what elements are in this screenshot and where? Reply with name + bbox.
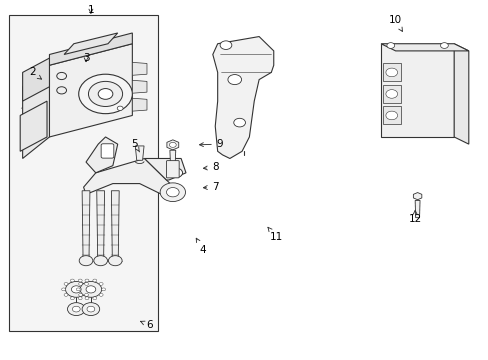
- Circle shape: [169, 168, 182, 177]
- Circle shape: [385, 90, 397, 98]
- Circle shape: [166, 188, 179, 197]
- Polygon shape: [453, 44, 468, 144]
- FancyBboxPatch shape: [101, 144, 114, 158]
- Circle shape: [84, 293, 88, 296]
- Polygon shape: [97, 191, 104, 262]
- Polygon shape: [144, 158, 185, 180]
- Circle shape: [85, 297, 89, 300]
- Polygon shape: [83, 158, 181, 198]
- Circle shape: [64, 293, 68, 296]
- Polygon shape: [166, 140, 179, 150]
- Circle shape: [82, 303, 100, 316]
- Polygon shape: [64, 33, 118, 54]
- Circle shape: [94, 256, 107, 266]
- Polygon shape: [383, 107, 400, 125]
- Circle shape: [65, 282, 87, 297]
- Circle shape: [385, 111, 397, 120]
- Circle shape: [78, 297, 82, 300]
- Polygon shape: [135, 146, 144, 160]
- Text: 12: 12: [407, 210, 421, 224]
- Circle shape: [70, 297, 74, 300]
- Text: 6: 6: [140, 320, 152, 330]
- Polygon shape: [22, 58, 49, 101]
- Circle shape: [84, 283, 88, 285]
- Text: 1: 1: [87, 5, 94, 15]
- Text: 11: 11: [267, 227, 282, 242]
- Polygon shape: [212, 37, 273, 158]
- Circle shape: [93, 297, 97, 300]
- Circle shape: [70, 279, 74, 282]
- Polygon shape: [132, 98, 147, 111]
- Polygon shape: [412, 193, 421, 200]
- Polygon shape: [86, 137, 118, 173]
- Circle shape: [57, 87, 66, 94]
- Circle shape: [64, 283, 68, 285]
- Circle shape: [385, 68, 397, 77]
- Text: 3: 3: [82, 53, 89, 63]
- Polygon shape: [49, 44, 132, 137]
- Circle shape: [233, 118, 245, 127]
- Polygon shape: [20, 101, 47, 151]
- Circle shape: [79, 256, 93, 266]
- Circle shape: [386, 42, 394, 48]
- Circle shape: [78, 279, 82, 282]
- Circle shape: [76, 288, 80, 291]
- Text: 10: 10: [388, 15, 402, 31]
- Polygon shape: [49, 33, 132, 65]
- Circle shape: [99, 293, 103, 296]
- Polygon shape: [380, 44, 453, 137]
- Polygon shape: [380, 44, 468, 51]
- Circle shape: [79, 74, 132, 114]
- Text: 5: 5: [131, 139, 139, 152]
- FancyBboxPatch shape: [166, 161, 179, 178]
- Circle shape: [57, 72, 66, 80]
- Circle shape: [227, 75, 241, 85]
- Circle shape: [108, 256, 122, 266]
- Circle shape: [98, 89, 113, 99]
- Circle shape: [80, 282, 102, 297]
- Text: 4: 4: [196, 238, 206, 255]
- Circle shape: [72, 306, 80, 312]
- Text: 9: 9: [199, 139, 223, 149]
- Polygon shape: [414, 201, 419, 218]
- Circle shape: [102, 288, 105, 291]
- Circle shape: [71, 286, 81, 293]
- Polygon shape: [132, 80, 147, 93]
- Circle shape: [86, 286, 96, 293]
- Circle shape: [169, 142, 176, 147]
- Circle shape: [93, 279, 97, 282]
- Polygon shape: [383, 63, 400, 81]
- Circle shape: [87, 288, 91, 291]
- Circle shape: [85, 279, 89, 282]
- Text: 2: 2: [29, 67, 41, 79]
- Circle shape: [79, 283, 82, 285]
- Bar: [9, 15, 158, 330]
- Circle shape: [79, 293, 82, 296]
- Polygon shape: [169, 150, 175, 162]
- Text: 7: 7: [203, 182, 218, 192]
- Polygon shape: [22, 65, 49, 158]
- Polygon shape: [132, 62, 147, 75]
- Circle shape: [61, 288, 65, 291]
- Circle shape: [87, 306, 95, 312]
- Circle shape: [160, 183, 185, 202]
- Polygon shape: [111, 191, 119, 262]
- Circle shape: [220, 41, 231, 49]
- Circle shape: [88, 81, 122, 107]
- Text: 8: 8: [203, 162, 218, 172]
- Polygon shape: [82, 191, 90, 262]
- Polygon shape: [383, 85, 400, 103]
- Circle shape: [99, 283, 103, 285]
- Circle shape: [440, 42, 447, 48]
- Circle shape: [117, 106, 123, 111]
- Circle shape: [67, 303, 85, 316]
